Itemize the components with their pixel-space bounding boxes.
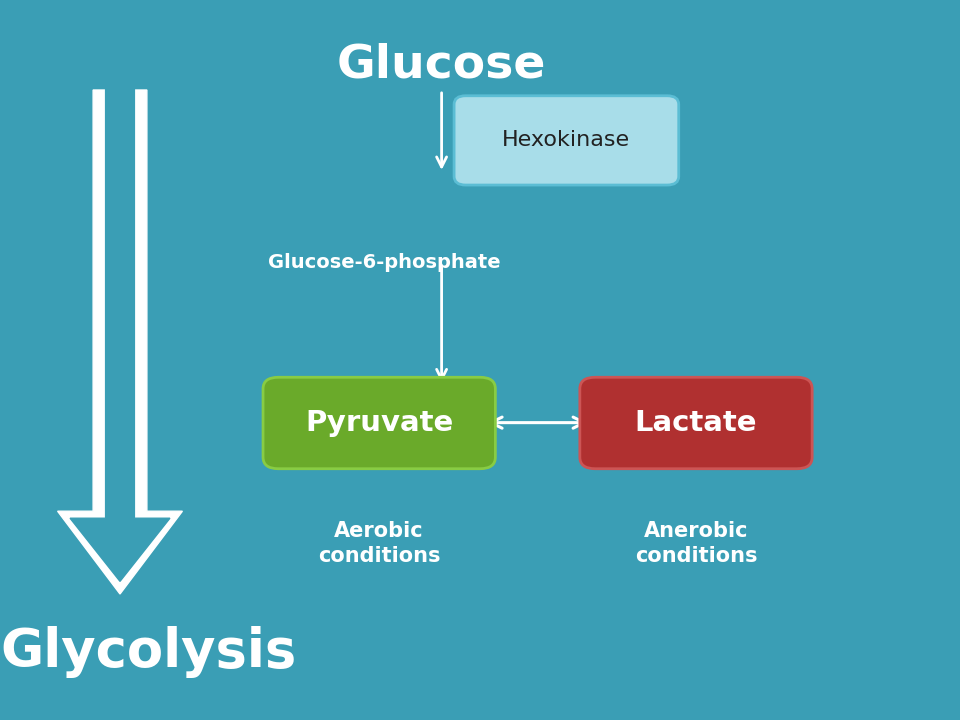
Text: Aerobic
conditions: Aerobic conditions: [318, 521, 441, 566]
Polygon shape: [58, 90, 182, 594]
Text: Pyruvate: Pyruvate: [305, 409, 453, 437]
Polygon shape: [70, 83, 170, 581]
Text: Glycolysis: Glycolysis: [1, 626, 297, 678]
FancyBboxPatch shape: [580, 377, 812, 469]
Text: Glucose: Glucose: [337, 42, 546, 87]
FancyBboxPatch shape: [454, 96, 679, 185]
Text: Lactate: Lactate: [635, 409, 757, 437]
Text: Anerobic
conditions: Anerobic conditions: [635, 521, 757, 566]
FancyBboxPatch shape: [263, 377, 495, 469]
Text: Glucose-6-phosphate: Glucose-6-phosphate: [268, 253, 500, 272]
Text: Hexokinase: Hexokinase: [502, 130, 631, 150]
